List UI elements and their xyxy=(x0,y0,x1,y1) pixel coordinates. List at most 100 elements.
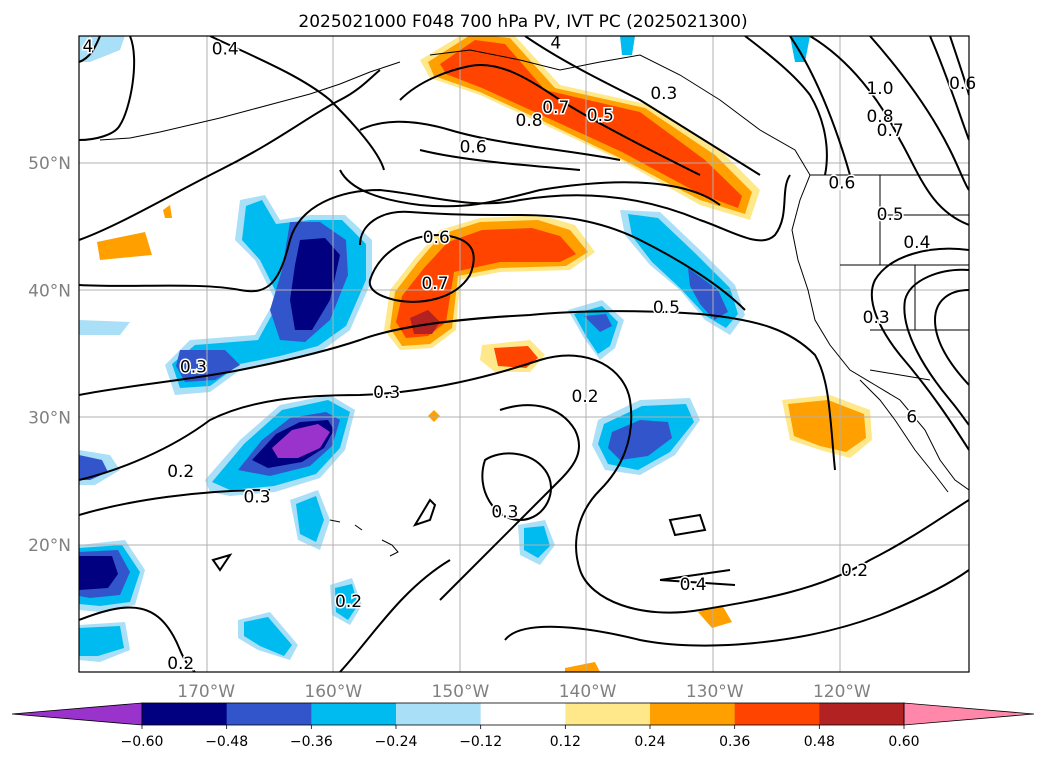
contour-label: 0.5 xyxy=(653,298,680,318)
colorbar-swatch xyxy=(142,703,228,725)
pv-fill-positive xyxy=(788,400,866,452)
colorbar-swatch xyxy=(311,703,397,725)
contour-label: 0.2 xyxy=(841,561,868,581)
contour-label: 0.3 xyxy=(180,358,207,378)
colorbar-tick-label: −0.36 xyxy=(290,734,333,750)
colorbar-tick-label: 0.48 xyxy=(804,734,835,750)
lat-tick-label: 50°N xyxy=(28,154,71,174)
contour-label: 0.7 xyxy=(421,274,448,294)
coastlines xyxy=(99,49,969,557)
ivt-contour-line xyxy=(79,36,136,141)
pv-fill-positive xyxy=(494,346,538,368)
contour-label: 0.5 xyxy=(877,205,904,225)
ivt-contour-line xyxy=(339,559,451,672)
ivt-contour-line xyxy=(439,404,580,601)
ivt-contour-line xyxy=(359,120,621,161)
contour-label: 0.3 xyxy=(373,383,400,403)
figure-title: 2025021000 F048 700 hPa PV, IVT PC (2025… xyxy=(298,12,747,32)
lon-tick-label: 130°W xyxy=(686,682,744,702)
map-frame xyxy=(78,35,970,673)
contour-label: 0.2 xyxy=(572,387,599,407)
pv-fill-negative xyxy=(524,526,550,558)
pv-fill-negative xyxy=(608,420,672,460)
colorbar-tick-label: −0.12 xyxy=(459,734,502,750)
colorbar-swatch xyxy=(480,703,566,725)
ivt-contour-line xyxy=(209,36,385,171)
ivt-contour-line xyxy=(419,149,581,171)
pv-fill-positive xyxy=(163,205,172,218)
pv-fill-positive xyxy=(698,605,732,628)
contour-label: 6 xyxy=(906,407,917,427)
contour-label: 0.2 xyxy=(167,654,194,674)
graticule xyxy=(79,36,969,672)
ivt-contour-line xyxy=(659,569,736,586)
pv-fill-negative xyxy=(79,320,130,335)
lat-tick-label: 40°N xyxy=(28,281,71,301)
north-america-coast xyxy=(429,49,969,491)
pv-fill-negative xyxy=(584,314,612,332)
contour-label: 0.2 xyxy=(167,462,194,482)
ivt-contour-line xyxy=(870,247,969,451)
ivt-contour-line xyxy=(79,174,791,293)
colorbar-tick-label: 0.60 xyxy=(888,734,919,750)
contour-label: 0.7 xyxy=(877,121,904,141)
contour-label: 0.6 xyxy=(949,74,976,94)
contour-label: 0.5 xyxy=(587,106,614,126)
contour-label: 4 xyxy=(82,37,93,57)
map-layers xyxy=(79,36,969,672)
state-borders xyxy=(810,174,969,381)
pv-fill-negative xyxy=(688,268,728,320)
ivt-contour-line xyxy=(412,498,437,527)
colorbar-tick-label: 0.36 xyxy=(719,734,750,750)
lon-tick-label: 120°W xyxy=(813,682,871,702)
colorbar-tick-label: −0.48 xyxy=(205,734,248,750)
pv-fill-negative xyxy=(335,584,358,620)
contour-label: 0.7 xyxy=(542,98,569,118)
colorbar-extend-min xyxy=(11,702,143,726)
pv-fill-negative xyxy=(296,496,324,542)
contour-label: 0.4 xyxy=(680,575,707,595)
ivt-contour-line xyxy=(211,553,233,572)
pv-shading xyxy=(79,36,872,672)
contour-label: 1.0 xyxy=(866,79,893,99)
ivt-contour-line xyxy=(789,36,851,176)
baja-coast xyxy=(859,379,949,493)
ivt-contour-line xyxy=(79,606,196,672)
colorbar-swatch xyxy=(650,703,736,725)
ivt-contour-line xyxy=(359,210,746,311)
colorbar-swatch xyxy=(565,703,651,725)
contour-label: 0.3 xyxy=(650,84,677,104)
contour-label: 0.6 xyxy=(828,173,855,193)
ivt-contours xyxy=(79,36,969,672)
colorbar-swatch xyxy=(226,703,312,725)
pv-fill-negative xyxy=(79,36,125,62)
ivt-contour-line xyxy=(524,36,761,176)
pv-fill-positive xyxy=(565,662,600,672)
colorbar-tick-label: 0.24 xyxy=(634,734,665,750)
ivt-contour-line xyxy=(933,289,969,386)
pv-fill-negative xyxy=(79,626,124,656)
lat-tick-label: 20°N xyxy=(28,536,71,556)
colorbar-tick-label: 0.12 xyxy=(550,734,581,750)
colorbar-swatch xyxy=(396,703,482,725)
lat-tick-label: 30°N xyxy=(28,409,71,429)
aleutian-islands xyxy=(99,61,401,141)
contour-label: 0.4 xyxy=(903,233,930,253)
ivt-contour-line xyxy=(504,569,969,647)
pv-fill-positive xyxy=(97,232,152,260)
contour-label: 0.8 xyxy=(866,107,893,127)
ivt-contour-line xyxy=(809,36,969,226)
ivt-contour-line xyxy=(903,268,969,426)
pv-fill-positive xyxy=(440,40,742,208)
colorbar-swatch xyxy=(734,703,820,725)
contour-label: 0.6 xyxy=(460,138,487,158)
colorbar-extend-max xyxy=(903,702,1035,726)
latitude-tick-labels: 50°N 40°N 30°N 20°N xyxy=(28,154,71,556)
pv-fill-negative xyxy=(244,617,292,656)
longitude-tick-labels: 170°W 160°W 150°W 140°W 130°W 120°W xyxy=(177,682,871,702)
colorbar-tick-label: −0.60 xyxy=(121,734,164,750)
pv-fill-negative xyxy=(272,424,330,458)
ivt-contour-line xyxy=(869,36,969,191)
hawaii-islands xyxy=(329,519,399,557)
